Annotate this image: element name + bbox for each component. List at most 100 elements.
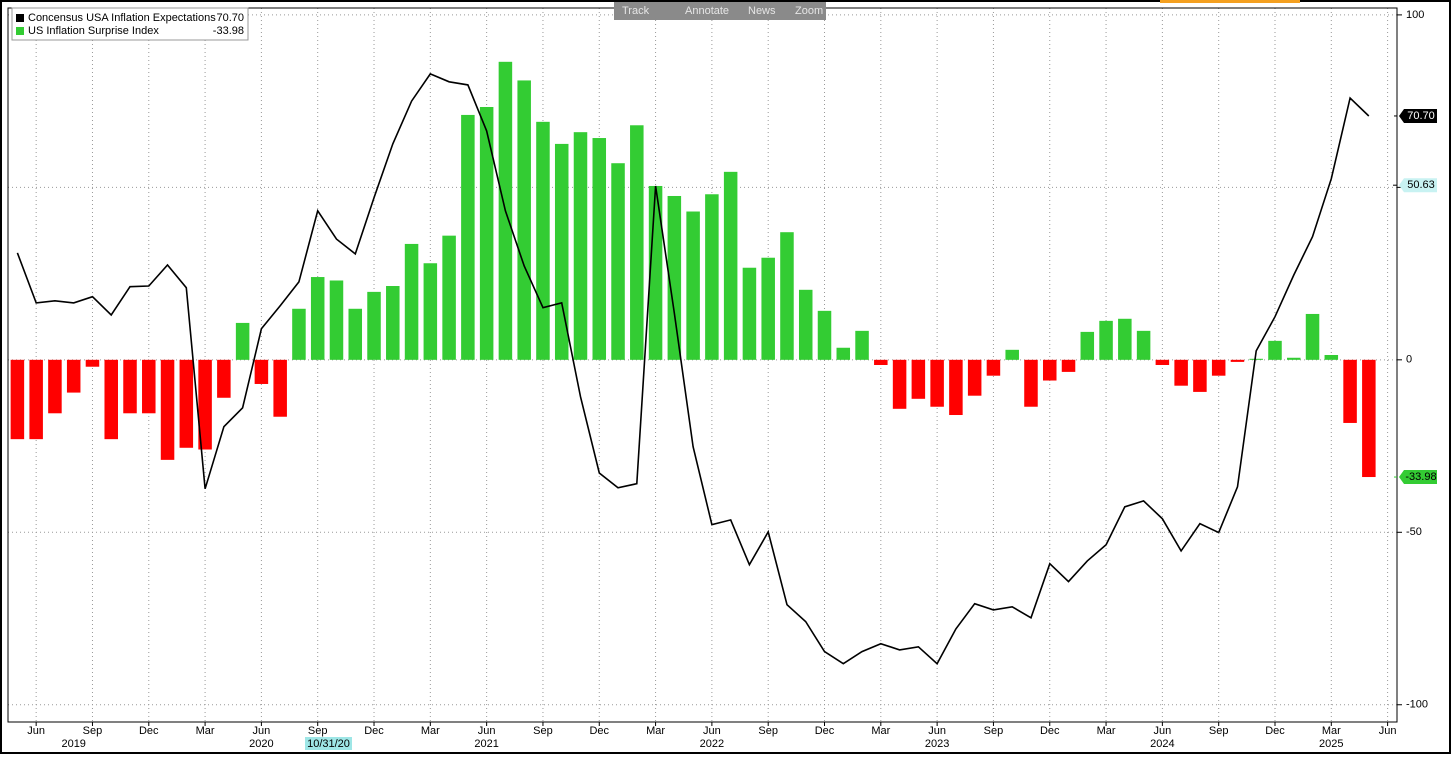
bar — [348, 308, 363, 360]
x-tick-label: Mar — [871, 725, 890, 737]
bar — [667, 195, 682, 360]
y-tick-label: 100 — [1406, 9, 1424, 21]
bar — [386, 286, 400, 360]
bar — [723, 171, 738, 360]
bar — [29, 359, 43, 440]
legend-label: Concensus USA Inflation Expectations — [28, 12, 216, 24]
bar — [461, 114, 475, 360]
bar — [630, 125, 644, 360]
toolbar-item[interactable]: Track — [622, 5, 650, 17]
x-tick-label: Mar — [421, 725, 440, 737]
year-label: 2023 — [925, 738, 949, 750]
bar — [1193, 359, 1207, 392]
bar — [742, 267, 757, 360]
toolbar-item[interactable]: Annotate — [685, 5, 729, 17]
legend — [11, 7, 249, 41]
bar — [1362, 359, 1376, 478]
decor-bar — [1160, 0, 1300, 3]
bar — [1230, 359, 1245, 362]
bar — [1249, 358, 1263, 360]
bar — [292, 308, 306, 360]
bar — [48, 359, 62, 414]
y-tick-label: -100 — [1406, 699, 1428, 711]
toolbar: Track Annotate News Zoom — [614, 2, 826, 20]
bar — [1136, 330, 1151, 360]
value-tag — [1399, 178, 1437, 193]
x-tick-label: Jun — [253, 725, 271, 737]
bar — [104, 359, 118, 440]
year-label: 2022 — [700, 738, 724, 750]
bar — [1305, 313, 1320, 360]
x-tick-label: Dec — [1265, 725, 1285, 737]
crosshair-date-bg — [305, 737, 352, 750]
bar — [817, 310, 832, 360]
bar — [1211, 359, 1226, 376]
x-tick-label: Dec — [815, 725, 835, 737]
bar — [554, 143, 569, 360]
bar — [517, 80, 531, 360]
bar — [892, 359, 907, 409]
bar — [1155, 359, 1170, 365]
value-tag-label: -33.98 — [1405, 471, 1436, 483]
bar — [217, 359, 231, 398]
bar — [198, 359, 212, 450]
bar — [423, 263, 438, 360]
legend-value: 70.70 — [216, 12, 244, 24]
value-tag — [1399, 470, 1437, 485]
toolbar-item[interactable]: Zoom — [795, 5, 823, 17]
x-tick-label: Jun — [1153, 725, 1171, 737]
bar — [442, 235, 456, 360]
line — [16, 72, 1370, 665]
x-tick-label: Jun — [478, 725, 496, 737]
bar — [798, 289, 813, 360]
x-tick-label: Sep — [308, 725, 328, 737]
bar — [142, 359, 156, 414]
value-tag — [1399, 108, 1437, 123]
year-label: 2025 — [1319, 738, 1343, 750]
x-tick-label: Dec — [364, 725, 384, 737]
year-label: 2021 — [474, 738, 498, 750]
bar — [836, 347, 851, 360]
bar — [310, 277, 325, 360]
x-tick-label: Jun — [27, 725, 45, 737]
year-label: 2024 — [1150, 738, 1174, 750]
bar — [780, 232, 794, 360]
x-tick-label: Sep — [1209, 725, 1229, 737]
x-tick-label: Sep — [758, 725, 778, 737]
legend-label: US Inflation Surprise Index — [28, 25, 159, 37]
x-tick-label: Dec — [589, 725, 609, 737]
bar — [573, 132, 588, 360]
bar — [1343, 359, 1357, 423]
bar — [592, 138, 607, 360]
bar — [874, 359, 888, 365]
value-tag-label: 70.70 — [1407, 110, 1435, 122]
bar — [1061, 359, 1076, 372]
bar — [1118, 318, 1132, 360]
bar — [986, 359, 1001, 376]
toolbar-item[interactable]: News — [748, 5, 776, 17]
bar — [329, 280, 344, 360]
x-tick-label: Mar — [646, 725, 665, 737]
x-tick-label: Dec — [139, 725, 159, 737]
bar — [85, 359, 100, 367]
bar — [930, 359, 944, 407]
bar — [967, 359, 982, 396]
bar — [1024, 359, 1038, 407]
bar — [686, 211, 700, 360]
legend-swatch — [16, 27, 24, 35]
legend-swatch — [16, 14, 24, 22]
bar — [536, 121, 550, 360]
x-tick-label: Mar — [1097, 725, 1116, 737]
bar — [1042, 359, 1057, 381]
bar — [611, 163, 625, 360]
x-tick-label: Mar — [1322, 725, 1341, 737]
x-tick-label: Mar — [196, 725, 215, 737]
bar — [160, 359, 175, 460]
bar — [179, 359, 194, 448]
bar — [367, 291, 381, 360]
bar — [1268, 340, 1282, 360]
x-tick-label: Sep — [984, 725, 1004, 737]
